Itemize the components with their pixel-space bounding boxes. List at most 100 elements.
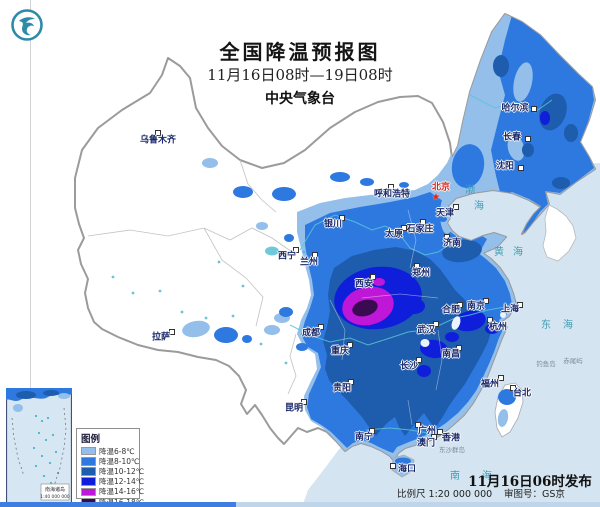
cooling-regions — [182, 14, 595, 461]
island-label: 赤尾屿 — [563, 356, 583, 365]
city-label: 南宁 — [354, 432, 374, 443]
sea-label: 海 — [474, 201, 484, 212]
city-marker — [348, 379, 354, 385]
city-marker — [293, 247, 299, 253]
legend-row: 降温14-16℃ — [81, 487, 144, 497]
legend-box: 图例 降温6-8℃ 降温8-10℃ 降温10-12℃ 降温12-14℃ 降温14-16℃… — [76, 428, 144, 507]
city-label: 太原 — [384, 229, 404, 240]
city-label: 拉萨 — [151, 332, 171, 343]
city-label: 合肥 — [441, 305, 461, 316]
city-label: 南昌 — [441, 349, 461, 360]
city-label: 银川 — [323, 219, 343, 230]
city-marker — [444, 234, 450, 240]
city-marker — [487, 317, 493, 323]
map-scale: 比例尺 1:20 000 000 — [397, 489, 493, 500]
city-label: 哈尔滨 — [501, 103, 529, 114]
legend-row: 降温8-10℃ — [81, 456, 139, 466]
legend-label: 降温6-8℃ — [99, 446, 135, 456]
island-label: 钓鱼岛 — [536, 359, 556, 368]
legend-swatch — [81, 477, 96, 486]
city-label: 西安 — [354, 279, 374, 290]
city-label: 昆明 — [284, 403, 304, 414]
city-marker — [510, 385, 516, 391]
city-label: 长春 — [502, 132, 522, 143]
rivers — [289, 94, 553, 434]
cma-logo-icon — [11, 9, 43, 41]
city-label: 兰州 — [299, 257, 319, 268]
legend-label: 降温14-16℃ — [99, 487, 145, 497]
west-patches — [182, 158, 409, 351]
city-marker — [301, 399, 307, 405]
city-marker — [339, 215, 345, 221]
legend-swatch — [81, 446, 96, 456]
city-label: 南京 — [466, 301, 486, 312]
legend-label: 降温12-14℃ — [99, 477, 145, 487]
legend-swatch — [81, 467, 96, 476]
inset-scale: 1:40 000 000 — [40, 494, 70, 500]
city-marker — [390, 463, 396, 469]
city-marker — [457, 302, 463, 308]
sea-label: 东 — [541, 320, 551, 331]
sea-label: 海 — [482, 471, 492, 482]
city-label: 杭州 — [488, 322, 508, 333]
city-marker — [312, 252, 318, 258]
city-label: 长沙 — [399, 361, 419, 372]
city-marker — [437, 429, 443, 435]
city-marker — [483, 298, 489, 304]
legend-row: 降温6-8℃ — [81, 446, 139, 456]
city-marker — [401, 225, 407, 231]
legend-swatch — [81, 457, 96, 466]
city-label: 武汉 — [416, 325, 436, 336]
city-label: 福州 — [480, 379, 500, 390]
city-marker — [155, 130, 161, 136]
bottom-strip-left — [0, 502, 236, 507]
release-time: 11月16日06时发布 — [468, 474, 592, 490]
lakes — [265, 246, 506, 347]
city-marker — [525, 136, 531, 142]
hainan-island — [391, 454, 415, 478]
city-label: 呼和浩特 — [373, 189, 411, 200]
city-marker — [431, 434, 437, 440]
city-marker — [388, 184, 394, 190]
city-label: 香港 — [441, 433, 461, 444]
city-marker — [369, 428, 375, 434]
city-label: 广州 — [417, 426, 437, 437]
city-marker — [518, 165, 524, 171]
sea-label: 南 — [450, 471, 460, 482]
legend-rows: 降温6-8℃降温8-10℃降温10-12℃降温12-14℃降温14-16℃降温1… — [81, 446, 144, 507]
city-marker — [416, 357, 422, 363]
city-label: 石家庄 — [406, 224, 434, 235]
taiwan-island — [494, 382, 524, 438]
city-label: 海口 — [397, 464, 417, 475]
city-label: 成都 — [301, 328, 321, 339]
lake-dots — [111, 250, 306, 365]
city-label: 贵阳 — [332, 383, 352, 394]
sea-label: 海 — [563, 320, 573, 331]
legend-label: 降温8-10℃ — [99, 456, 140, 466]
sea-area — [302, 163, 600, 507]
city-marker — [456, 345, 462, 351]
island-label: 东沙群岛 — [439, 445, 465, 454]
city-label: 乌鲁木齐 — [139, 135, 177, 146]
sea-label: 海 — [513, 247, 523, 258]
city-marker — [498, 375, 504, 381]
city-label: 郑州 — [411, 268, 431, 279]
city-marker — [420, 219, 426, 225]
city-marker — [453, 204, 459, 210]
city-marker — [414, 263, 420, 269]
bottom-strip — [0, 502, 600, 507]
city-label: 沈阳 — [495, 161, 515, 172]
legend-title: 图例 — [81, 434, 101, 445]
agency-name: 中央气象台 — [265, 91, 335, 107]
city-label: 澳门 — [416, 438, 436, 449]
south-china-sea-inset: 南海诸岛 1:40 000 000 — [6, 388, 72, 505]
city-marker — [433, 321, 439, 327]
legend-swatch — [81, 487, 96, 497]
city-label: 济南 — [442, 238, 462, 249]
page-subtitle: 11月16日08时—19日08时 — [207, 66, 393, 84]
city-label: 西宁 — [277, 251, 297, 262]
city-label: 天津 — [435, 208, 455, 219]
